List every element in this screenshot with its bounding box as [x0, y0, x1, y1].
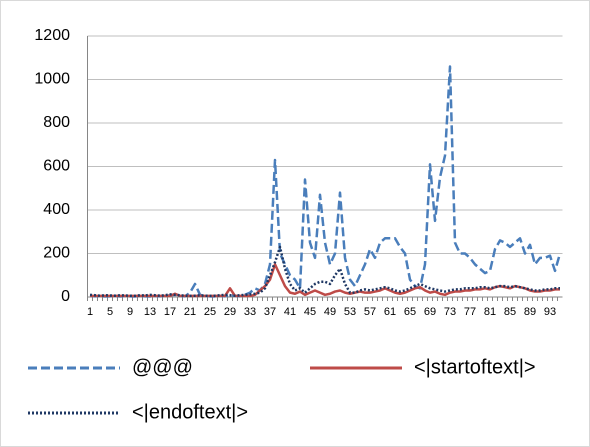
x-tick-label: 49 — [324, 306, 336, 318]
x-tick-label: 13 — [144, 306, 156, 318]
y-tick-label: 1000 — [34, 71, 70, 88]
x-tick-label: 85 — [504, 306, 516, 318]
x-tick-label: 33 — [244, 306, 256, 318]
legend-label: <|startoftext|> — [414, 356, 536, 378]
y-tick-label: 600 — [43, 158, 70, 175]
x-tick-label: 61 — [384, 306, 396, 318]
y-tick-label: 400 — [43, 201, 70, 218]
series-line — [90, 263, 560, 298]
x-tick-label: 81 — [484, 306, 496, 318]
x-tick-label: 89 — [524, 306, 536, 318]
x-tick-label: 9 — [127, 306, 133, 318]
x-tick-label: 25 — [204, 306, 216, 318]
legend-label: @@@ — [132, 356, 193, 378]
x-tick-label: 69 — [424, 306, 436, 318]
x-tick-label: 53 — [344, 306, 356, 318]
legend-label: <|endoftext|> — [132, 401, 248, 423]
x-tick-label: 5 — [107, 306, 113, 318]
x-tick-label: 41 — [284, 306, 296, 318]
x-tick-label: 93 — [544, 306, 556, 318]
x-tick-label: 37 — [264, 306, 276, 318]
x-tick-label: 77 — [464, 306, 476, 318]
x-tick-label: 45 — [304, 306, 316, 318]
x-tick-label: 17 — [164, 306, 176, 318]
y-tick-label: 1200 — [34, 27, 70, 44]
x-tick-label: 21 — [184, 306, 196, 318]
y-tick-label: 0 — [61, 288, 70, 305]
y-tick-label: 800 — [43, 114, 70, 131]
y-tick-label: 200 — [43, 245, 70, 262]
x-tick-label: 73 — [444, 306, 456, 318]
x-tick-label: 57 — [364, 306, 376, 318]
x-tick-label: 29 — [224, 306, 236, 318]
x-tick-label: 65 — [404, 306, 416, 318]
x-tick-label: 1 — [87, 306, 93, 318]
